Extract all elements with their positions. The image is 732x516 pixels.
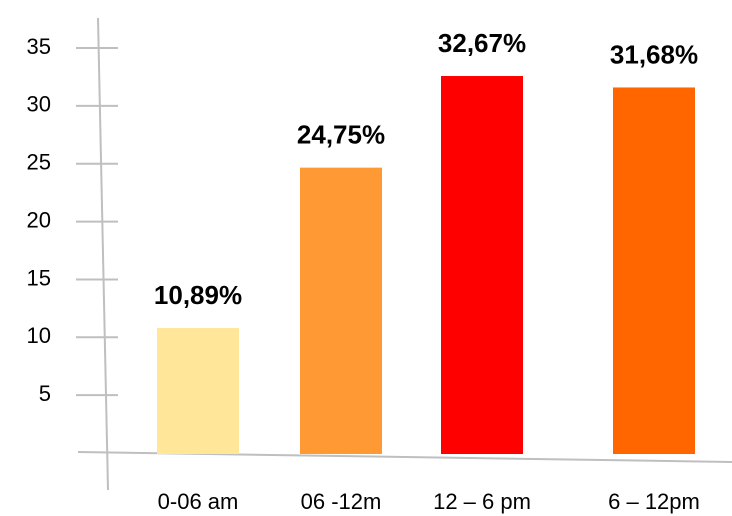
category-label: 6 – 12pm	[608, 489, 700, 514]
x-axis-categories: 0-06 am 06 -12m 12 – 6 pm 6 – 12pm	[158, 489, 700, 514]
y-tick-label: 30	[27, 92, 51, 117]
data-label: 24,75%	[297, 120, 385, 150]
data-label: 32,67%	[438, 28, 526, 58]
y-axis-ticks: 5 10 15 20 25 30 35	[27, 34, 118, 406]
bar	[157, 328, 239, 454]
y-tick-label: 20	[27, 207, 51, 232]
bars	[157, 76, 695, 454]
y-tick-label: 35	[27, 34, 51, 59]
y-tick-label: 5	[39, 381, 51, 406]
category-label: 0-06 am	[158, 489, 239, 514]
data-label: 10,89%	[154, 280, 242, 310]
y-axis-line	[97, 17, 109, 491]
data-label: 31,68%	[610, 39, 698, 69]
category-label: 12 – 6 pm	[433, 489, 531, 514]
data-labels: 10,89% 24,75% 32,67% 31,68%	[154, 28, 698, 310]
bar	[613, 87, 695, 454]
y-tick-label: 25	[27, 150, 51, 175]
bar	[300, 167, 382, 454]
category-label: 06 -12m	[301, 489, 382, 514]
bar	[441, 76, 523, 454]
y-tick-label: 15	[27, 265, 51, 290]
y-tick-label: 10	[27, 323, 51, 348]
